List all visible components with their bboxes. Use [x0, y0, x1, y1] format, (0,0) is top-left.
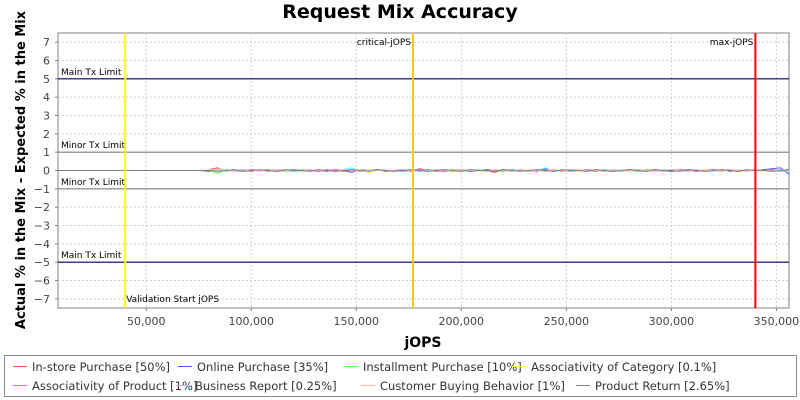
legend-item: Online Purchase [35%]	[178, 358, 328, 377]
series-line	[58, 169, 790, 172]
legend-label: Customer Buying Behavior [1%]	[380, 379, 565, 393]
legend: In-store Purchase [50%] Online Purchase […	[4, 355, 797, 397]
legend-label: Online Purchase [35%]	[197, 360, 329, 374]
limit-label: Main Tx Limit	[61, 68, 122, 78]
legend-swatch	[178, 366, 192, 367]
y-tick-label: −2	[34, 201, 50, 214]
legend-label: Installment Purchase [10%]	[363, 360, 522, 374]
legend-label: Product Return [2.65%]	[595, 379, 730, 393]
legend-swatch	[344, 366, 358, 367]
y-axis-label: Actual % in the Mix - Expected % in the …	[14, 10, 29, 329]
legend-label: Business Report [0.25%]	[195, 379, 337, 393]
marker-label: max-jOPS	[710, 38, 754, 48]
legend-label: Associativity of Category [0.1%]	[531, 360, 717, 374]
chart-plot: Main Tx Limit Minor Tx Limit Minor Tx Limi…	[14, 10, 799, 351]
limit-label: Main Tx Limit	[61, 251, 122, 261]
y-tick-label: 0	[43, 165, 50, 178]
legend-swatch	[13, 385, 27, 386]
y-tick-label: 5	[43, 73, 50, 86]
x-tick-label: 200,000	[439, 315, 485, 328]
legend-item: In-store Purchase [50%]	[13, 358, 170, 377]
y-tick-label: 6	[43, 55, 50, 68]
y-tick-label: −4	[34, 238, 50, 251]
legend-swatch	[512, 366, 526, 367]
horizontal-markers: Main Tx Limit Minor Tx Limit Minor Tx Limi…	[58, 68, 789, 263]
x-axis-label: jOPS	[403, 335, 441, 351]
legend-row: Associativity of Product [1%] Business Re…	[5, 377, 796, 396]
x-tick-label: 150,000	[334, 315, 380, 328]
legend-label: In-store Purchase [50%]	[32, 360, 170, 374]
legend-item: Associativity of Category [0.1%]	[512, 358, 716, 377]
legend-item: Business Report [0.25%]	[176, 377, 337, 396]
marker-label: critical-jOPS	[357, 38, 411, 48]
legend-swatch	[13, 366, 27, 367]
y-tick-label: 1	[43, 146, 50, 159]
legend-swatch	[576, 385, 590, 386]
legend-item: Installment Purchase [10%]	[344, 358, 522, 377]
legend-item: Associativity of Product [1%]	[13, 377, 197, 396]
x-tick-label: 300,000	[649, 315, 695, 328]
legend-swatch	[176, 385, 190, 386]
x-tick-label: 50,000	[127, 315, 166, 328]
axis-ticks: −7 −6 −5 −4 −3 −2 −1 0 1 2 3 4 5 6 7 50,000 100,000 150,0…	[34, 36, 799, 328]
y-tick-label: −1	[34, 183, 50, 196]
legend-item: Product Return [2.65%]	[576, 377, 730, 396]
legend-item: Customer Buying Behavior [1%]	[361, 377, 565, 396]
y-tick-label: 3	[43, 110, 50, 123]
legend-label: Associativity of Product [1%]	[32, 379, 198, 393]
y-tick-label: −5	[34, 256, 50, 269]
chart-title: Request Mix Accuracy	[282, 1, 518, 23]
series-lines	[58, 167, 790, 175]
legend-swatch	[361, 385, 375, 386]
y-tick-label: −7	[34, 293, 50, 306]
x-tick-label: 250,000	[544, 315, 590, 328]
y-tick-label: 2	[43, 128, 50, 141]
x-tick-label: 100,000	[229, 315, 275, 328]
x-tick-label: 350,000	[754, 315, 800, 328]
marker-label: Validation Start jOPS	[126, 295, 219, 305]
y-tick-label: 7	[43, 36, 50, 49]
y-tick-label: −6	[34, 275, 50, 288]
vertical-markers: Validation Start jOPS critical-jOPS max-jO…	[124, 33, 757, 308]
legend-row: In-store Purchase [50%] Online Purchase […	[5, 358, 796, 377]
limit-label: Minor Tx Limit	[61, 178, 126, 188]
y-tick-label: −3	[34, 220, 50, 233]
y-tick-label: 4	[43, 91, 50, 104]
limit-label: Minor Tx Limit	[61, 141, 126, 151]
